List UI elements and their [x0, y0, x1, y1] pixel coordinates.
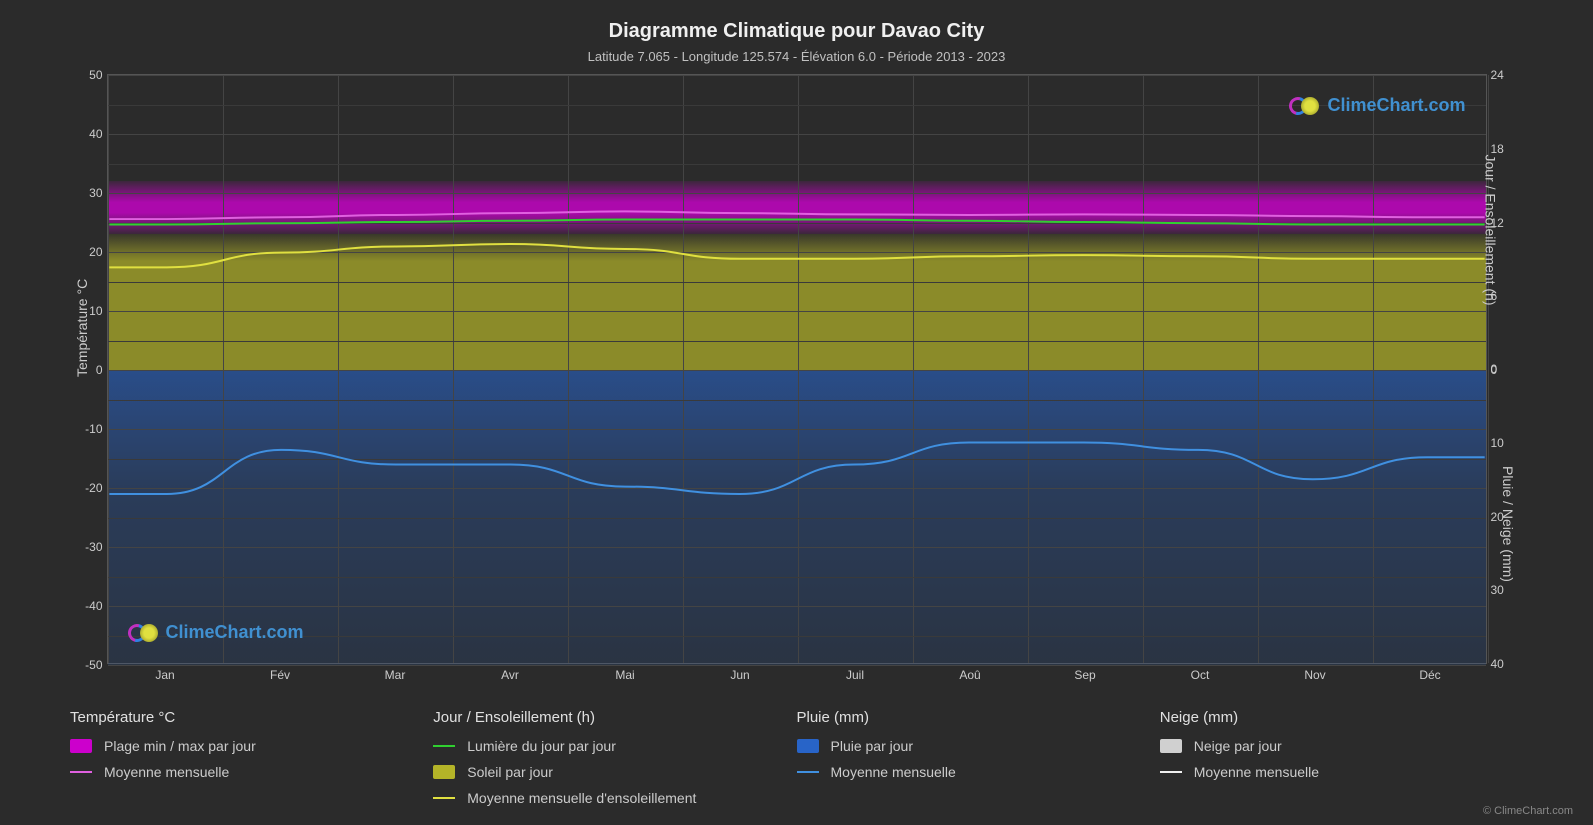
climate-chart: Diagramme Climatique pour Davao City Lat…	[0, 0, 1593, 825]
copyright: © ClimeChart.com	[1483, 805, 1573, 817]
legend-item: Lumière du jour par jour	[433, 738, 796, 754]
legend-group-title: Pluie (mm)	[797, 709, 1160, 726]
legend-item: Moyenne mensuelle	[70, 764, 433, 780]
y-label-right-bottom: Pluie / Neige (mm)	[1500, 466, 1516, 582]
legend-label: Soleil par jour	[467, 764, 553, 780]
watermark-text: ClimeChart.com	[166, 622, 304, 643]
legend-item: Moyenne mensuelle	[797, 764, 1160, 780]
legend-swatch	[797, 771, 819, 773]
legend-group-title: Température °C	[70, 709, 433, 726]
legend-swatch	[433, 765, 455, 779]
legend-swatch	[1160, 739, 1182, 753]
legend-item: Pluie par jour	[797, 738, 1160, 754]
logo-icon	[1289, 97, 1321, 115]
legend-label: Moyenne mensuelle	[104, 764, 229, 780]
legend-label: Pluie par jour	[831, 738, 914, 754]
plot-area: -50-40-30-20-1001020304050 06121824 0102…	[107, 74, 1487, 664]
watermark-bottom: ClimeChart.com	[128, 622, 304, 643]
legend-item: Plage min / max par jour	[70, 738, 433, 754]
legend-label: Lumière du jour par jour	[467, 738, 616, 754]
legend-swatch	[433, 797, 455, 799]
legend-label: Moyenne mensuelle d'ensoleillement	[467, 790, 696, 806]
chart-title: Diagramme Climatique pour Davao City	[40, 20, 1553, 43]
legend-group-title: Neige (mm)	[1160, 709, 1523, 726]
legend-swatch	[1160, 771, 1182, 773]
legend-label: Plage min / max par jour	[104, 738, 256, 754]
logo-icon	[128, 624, 160, 642]
watermark-text: ClimeChart.com	[1327, 95, 1465, 116]
legend-swatch	[70, 771, 92, 773]
x-axis: JanFévMarAvrMaiJunJuilAoûSepOctNovDéc	[108, 668, 1486, 688]
watermark-top: ClimeChart.com	[1289, 95, 1465, 116]
legend-swatch	[433, 745, 455, 747]
legend-swatch	[70, 739, 92, 753]
legend-label: Neige par jour	[1194, 738, 1282, 754]
legend-label: Moyenne mensuelle	[831, 764, 956, 780]
chart-subtitle: Latitude 7.065 - Longitude 125.574 - Élé…	[40, 49, 1553, 64]
legend-group-title: Jour / Ensoleillement (h)	[433, 709, 796, 726]
legend-group: Neige (mm) Neige par jour Moyenne mensuell…	[1160, 709, 1523, 816]
legend-group: Température °C Plage min / max par jour Mo…	[70, 709, 433, 816]
legend-item: Moyenne mensuelle d'ensoleillement	[433, 790, 796, 806]
legend-item: Soleil par jour	[433, 764, 796, 780]
legend-label: Moyenne mensuelle	[1194, 764, 1319, 780]
legend: Température °C Plage min / max par jour Mo…	[40, 709, 1553, 816]
legend-group: Pluie (mm) Pluie par jour Moyenne mensuell…	[797, 709, 1160, 816]
legend-group: Jour / Ensoleillement (h) Lumière du jour…	[433, 709, 796, 816]
y-label-right-top: Jour / Ensoleillement (h)	[1482, 155, 1498, 306]
legend-swatch	[797, 739, 819, 753]
legend-item: Moyenne mensuelle	[1160, 764, 1523, 780]
legend-item: Neige par jour	[1160, 738, 1523, 754]
y-label-left: Température °C	[74, 279, 90, 377]
